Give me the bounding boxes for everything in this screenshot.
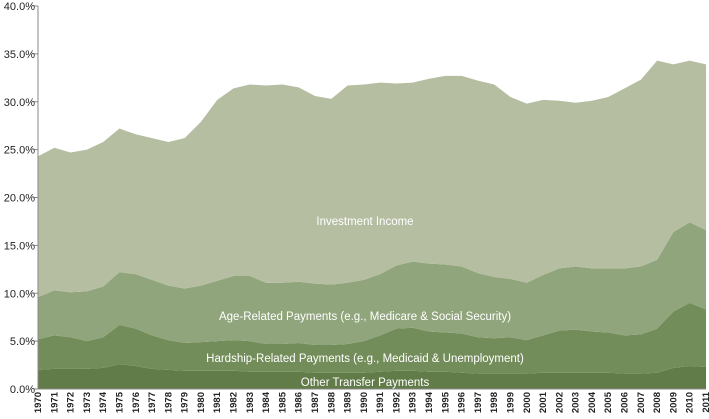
x-tick-label: 1973 bbox=[82, 392, 93, 413]
x-tick-label: 1981 bbox=[212, 391, 223, 413]
x-tick-label: 2003 bbox=[571, 392, 582, 413]
x-tick-label: 2004 bbox=[587, 391, 598, 413]
y-tick-label: 15.0% bbox=[4, 240, 35, 252]
y-tick-label: 30.0% bbox=[4, 97, 35, 109]
x-tick-label: 1991 bbox=[375, 391, 386, 413]
y-tick-label: 0.0% bbox=[10, 384, 35, 396]
x-tick-label: 1989 bbox=[343, 392, 354, 413]
x-tick-label: 2005 bbox=[603, 391, 614, 413]
x-tick-label: 2008 bbox=[652, 392, 663, 413]
x-tick-label: 1982 bbox=[229, 392, 240, 413]
x-tick-label: 1983 bbox=[245, 392, 256, 413]
x-tick-label: 1988 bbox=[326, 392, 337, 413]
x-tick-label: 1996 bbox=[457, 392, 468, 413]
series-label: Investment Income bbox=[316, 216, 413, 228]
x-tick-label: 2000 bbox=[522, 392, 533, 413]
x-tick-label: 1974 bbox=[98, 391, 109, 413]
x-tick-label: 2002 bbox=[554, 392, 565, 413]
x-tick-label: 1980 bbox=[196, 392, 207, 413]
x-tick-label: 1994 bbox=[424, 391, 435, 413]
area bbox=[38, 60, 706, 298]
x-tick-label: 1985 bbox=[277, 391, 288, 413]
series-label: Other Transfer Payments bbox=[301, 377, 430, 389]
x-tick-label: 2006 bbox=[620, 392, 631, 413]
x-tick-label: 1998 bbox=[489, 392, 500, 413]
x-tick-label: 2007 bbox=[636, 392, 647, 413]
x-tick-label: 1995 bbox=[440, 391, 451, 413]
y-tick-label: 10.0% bbox=[4, 288, 35, 300]
x-tick-label: 1997 bbox=[473, 392, 484, 413]
y-tick-label: 25.0% bbox=[4, 145, 35, 157]
x-tick-label: 1979 bbox=[180, 392, 191, 413]
x-tick-label: 1977 bbox=[147, 392, 158, 413]
series-label: Hardship-Related Payments (e.g., Medicai… bbox=[206, 353, 524, 365]
x-tick-label: 1978 bbox=[163, 392, 174, 413]
y-tick-label: 5.0% bbox=[10, 336, 35, 348]
x-tick-label: 1990 bbox=[359, 392, 370, 413]
x-tick-label: 2011 bbox=[701, 391, 709, 412]
x-tick-label: 1999 bbox=[505, 392, 516, 413]
x-tick-label: 1993 bbox=[408, 392, 419, 413]
series-label: Age-Related Payments (e.g., Medicare & S… bbox=[219, 311, 511, 323]
y-tick-label: 20.0% bbox=[4, 193, 35, 205]
y-tick-label: 40.0% bbox=[4, 1, 35, 13]
x-tick-label: 1975 bbox=[114, 391, 125, 413]
x-tick-label: 2001 bbox=[538, 391, 549, 413]
x-tick-label: 1976 bbox=[131, 392, 142, 413]
x-tick-label: 1972 bbox=[66, 392, 77, 413]
x-tick-label: 1986 bbox=[294, 392, 305, 413]
x-tick-label: 2009 bbox=[668, 392, 679, 413]
x-tick-label: 1987 bbox=[310, 392, 321, 413]
x-tick-label: 1970 bbox=[33, 392, 44, 413]
y-tick-label: 35.0% bbox=[4, 49, 35, 61]
area bbox=[38, 364, 706, 389]
x-tick-label: 1984 bbox=[261, 391, 272, 413]
x-tick-label: 1992 bbox=[391, 392, 402, 413]
x-tick-label: 2010 bbox=[685, 392, 696, 413]
area bbox=[38, 222, 706, 345]
x-tick-label: 1971 bbox=[49, 391, 60, 413]
